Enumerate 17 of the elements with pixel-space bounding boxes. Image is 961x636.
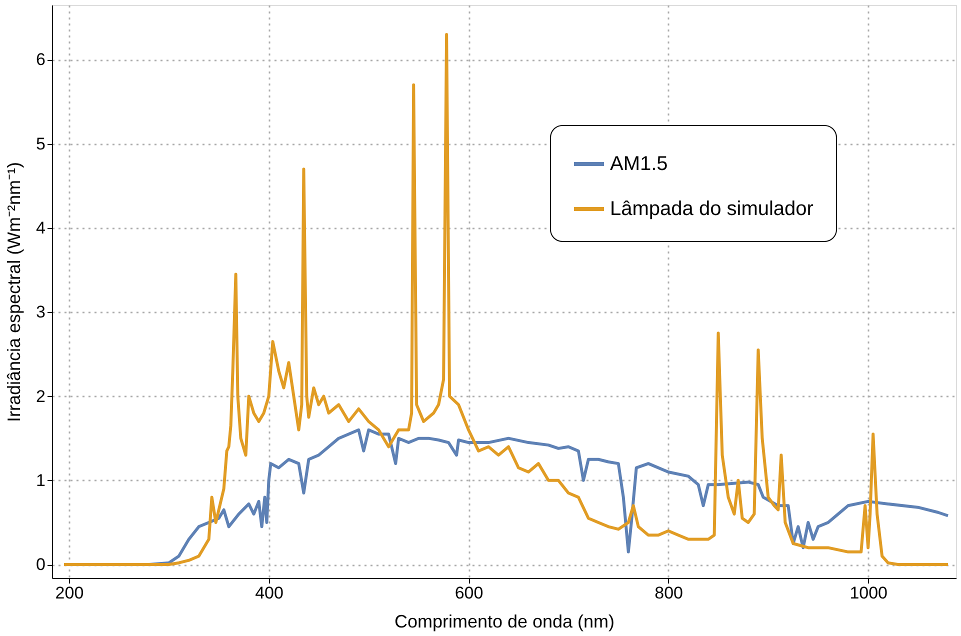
y-tick-label: 3 xyxy=(36,302,46,322)
y-tick-label: 4 xyxy=(36,218,46,238)
x-tick-label: 200 xyxy=(55,584,84,602)
legend-label: AM1.5 xyxy=(610,153,668,175)
x-axis-title: Comprimento de onda (nm) xyxy=(394,612,615,632)
x-tick-label: 600 xyxy=(454,584,484,602)
y-tick-label: 6 xyxy=(36,50,46,70)
x-tick-label: 400 xyxy=(255,584,284,602)
x-tick-label: 1000 xyxy=(850,584,888,602)
y-tick-label: 0 xyxy=(36,555,46,574)
y-tick-label: 5 xyxy=(36,134,46,154)
legend-label: Lâmpada do simulador xyxy=(610,198,814,220)
x-tick-label: 800 xyxy=(654,584,684,602)
line-series xyxy=(62,32,950,566)
y-tick-label: 2 xyxy=(36,386,46,406)
y-axis-title: Irradiância espectral (Wm⁻²nm⁻¹) xyxy=(4,162,24,422)
y-tick-label: 1 xyxy=(36,470,46,490)
